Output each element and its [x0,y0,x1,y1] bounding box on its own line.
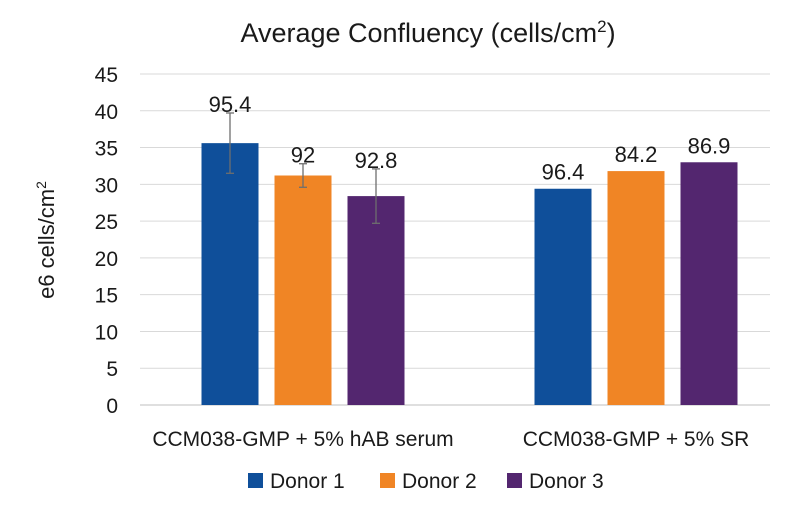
chart-title-superscript: 2 [597,17,606,36]
chart-title: Average Confluency (cells/cm2) [240,17,615,48]
legend-label: Donor 2 [402,470,477,493]
y-tick-label: 35 [95,138,118,161]
bar-donor-3-1 [347,196,405,405]
legend: Donor 1 Donor 2 Donor 3 [248,470,604,493]
y-tick-label: 0 [106,395,118,418]
error-bar [226,112,234,174]
bars [201,143,738,406]
chart-title-end: ) [607,18,616,48]
y-tick-label: 5 [106,358,118,381]
data-label: 95.4 [209,92,252,117]
data-label: 92.8 [355,148,398,173]
x-tick-label: CCM038-GMP + 5% hAB serum [152,428,453,451]
data-labels: 95.4 96.4 92 84.2 92.8 86.9 [209,92,731,185]
y-axis-label-superscript: 2 [33,181,49,189]
data-label: 92 [291,143,315,168]
bar-donor-2-1 [274,175,332,405]
data-label: 96.4 [542,160,585,185]
error-bar [372,168,380,224]
y-axis-label: e6 cells/cm2 [33,181,59,299]
y-axis-ticks: 0 5 10 15 20 25 30 35 40 45 [95,64,118,418]
x-tick-label: CCM038-GMP + 5% SR [523,428,750,451]
bar-donor-2-2 [607,171,665,405]
y-tick-label: 10 [95,321,118,344]
error-bars [226,112,380,224]
y-tick-label: 40 [95,101,118,124]
data-label: 84.2 [615,142,658,167]
legend-item-donor-1: Donor 1 [248,470,345,493]
legend-item-donor-2: Donor 2 [380,470,477,493]
y-tick-label: 20 [95,248,118,271]
y-tick-label: 45 [95,64,118,87]
y-axis-label-main: e6 cells/cm [34,189,59,299]
y-tick-label: 30 [95,174,118,197]
bar-donor-3-2 [680,162,738,405]
legend-item-donor-3: Donor 3 [507,470,604,493]
x-axis-ticks: CCM038-GMP + 5% hAB serum CCM038-GMP + 5%… [152,428,749,451]
bar-donor-1-2 [534,188,592,405]
error-bar [299,163,307,188]
legend-swatch [507,473,522,488]
data-label: 86.9 [688,133,731,158]
legend-swatch [248,473,263,488]
y-tick-label: 25 [95,211,118,234]
legend-label: Donor 3 [529,470,604,493]
bar-donor-1-1 [201,143,259,406]
y-tick-label: 15 [95,285,118,308]
legend-swatch [380,473,395,488]
legend-label: Donor 1 [270,470,345,493]
chart-title-main: Average Confluency (cells/cm [240,18,597,48]
